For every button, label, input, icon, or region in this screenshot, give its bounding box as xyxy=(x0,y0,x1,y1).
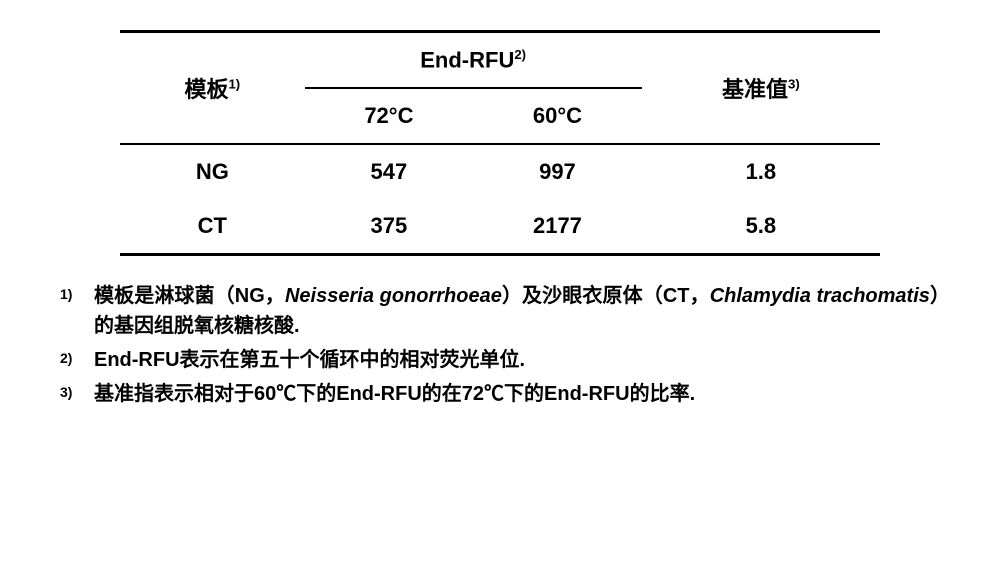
footnote-3-text: 基准指表示相对于60℃下的End-RFU的在72℃下的End-RFU的比率. xyxy=(94,379,940,409)
footnote-1-marker: 1) xyxy=(60,281,94,305)
footnote-1-italic-2: Chlamydia trachomatis xyxy=(710,285,930,307)
footnote-3-marker: 3) xyxy=(60,379,94,403)
footnote-2-text: End-RFU表示在第五十个循环中的相对荧光单位. xyxy=(94,345,940,375)
cell-v60: 997 xyxy=(473,144,642,199)
footnote-2-marker: 2) xyxy=(60,345,94,369)
col-header-baseline-sup: 3) xyxy=(788,77,800,92)
cell-base: 5.8 xyxy=(642,199,880,255)
footnote-2: 2) End-RFU表示在第五十个循环中的相对荧光单位. xyxy=(60,345,940,375)
footnote-1-text: 模板是淋球菌（NG，Neisseria gonorrhoeae）及沙眼衣原体（C… xyxy=(94,281,940,341)
col-header-endrfu: End-RFU2) xyxy=(305,32,642,89)
cell-v60: 2177 xyxy=(473,199,642,255)
col-header-template-label: 模板 xyxy=(184,77,228,102)
cell-v72: 547 xyxy=(305,144,474,199)
footnote-1-mid: ）及沙眼衣原体（CT， xyxy=(502,285,710,307)
cell-name: CT xyxy=(120,199,305,255)
col-header-template-sup: 1) xyxy=(228,77,240,92)
footnote-1: 1) 模板是淋球菌（NG，Neisseria gonorrhoeae）及沙眼衣原… xyxy=(60,281,940,341)
data-table: 模板1) End-RFU2) 基准值3) 72°C 60°C NG 547 99… xyxy=(120,30,880,256)
col-header-endrfu-label: End-RFU xyxy=(420,47,514,72)
footnotes: 1) 模板是淋球菌（NG，Neisseria gonorrhoeae）及沙眼衣原… xyxy=(60,281,940,409)
footnote-1-pre: 模板是淋球菌（NG， xyxy=(94,285,285,307)
col-header-baseline: 基准值3) xyxy=(642,32,880,145)
subcol-72: 72°C xyxy=(305,88,474,144)
col-header-endrfu-sup: 2) xyxy=(514,47,526,62)
footnote-1-italic-1: Neisseria gonorrhoeae xyxy=(285,285,502,307)
cell-name: NG xyxy=(120,144,305,199)
cell-v72: 375 xyxy=(305,199,474,255)
col-header-template: 模板1) xyxy=(120,32,305,145)
footnote-3: 3) 基准指表示相对于60℃下的End-RFU的在72℃下的End-RFU的比率… xyxy=(60,379,940,409)
header-row-1: 模板1) End-RFU2) 基准值3) xyxy=(120,32,880,89)
table-row: CT 375 2177 5.8 xyxy=(120,199,880,255)
subcol-60: 60°C xyxy=(473,88,642,144)
data-table-container: 模板1) End-RFU2) 基准值3) 72°C 60°C NG 547 99… xyxy=(120,30,880,256)
cell-base: 1.8 xyxy=(642,144,880,199)
table-row: NG 547 997 1.8 xyxy=(120,144,880,199)
col-header-baseline-label: 基准值 xyxy=(722,77,788,102)
